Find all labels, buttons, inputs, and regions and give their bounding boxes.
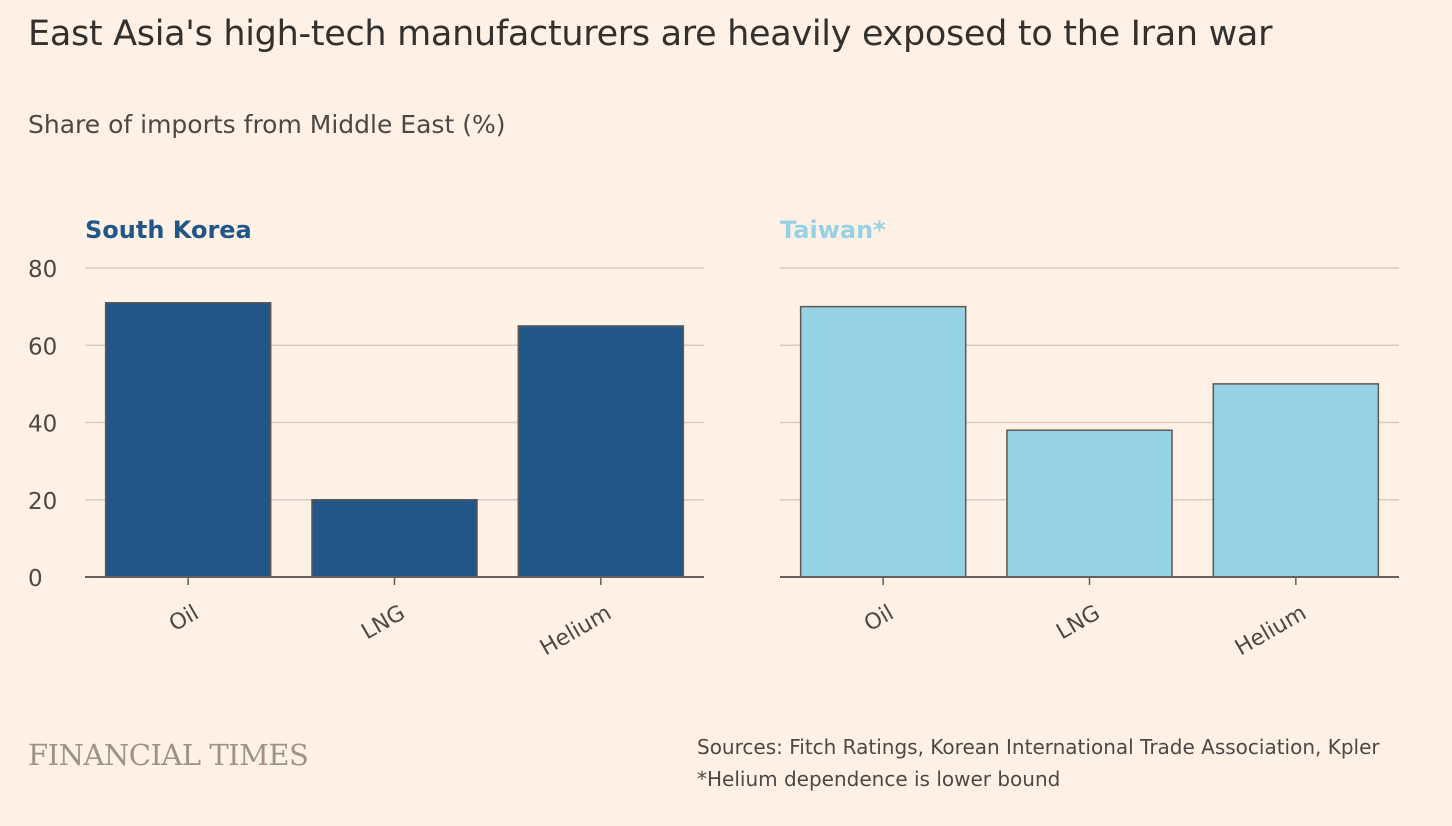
- y-tick-label: 60: [28, 334, 57, 360]
- y-tick-label: 80: [28, 257, 57, 283]
- x-tick-label: LNG: [1052, 601, 1104, 646]
- x-tick-label: Oil: [860, 601, 898, 637]
- y-tick-label: 40: [28, 412, 57, 438]
- panel-title: Taiwan*: [780, 216, 886, 244]
- ft-logo: FINANCIAL TIMES: [28, 738, 309, 772]
- bar-oil: [799, 305, 967, 578]
- panel-title: South Korea: [85, 216, 252, 244]
- x-tick-label: Helium: [1231, 601, 1311, 661]
- bar-oil: [104, 302, 272, 578]
- bar-lng: [311, 499, 478, 578]
- y-tick-label: 0: [28, 566, 43, 592]
- x-tick-label: LNG: [357, 601, 409, 646]
- chart-subtitle: Share of imports from Middle East (%): [28, 110, 506, 139]
- bar-helium: [517, 325, 685, 578]
- bar-helium: [1212, 383, 1380, 578]
- y-tick-label: 20: [28, 489, 57, 515]
- sources-note: Sources: Fitch Ratings, Korean Internati…: [697, 735, 1380, 759]
- x-tick-label: Helium: [536, 601, 616, 661]
- chart-title: East Asia's high-tech manufacturers are …: [28, 14, 1273, 54]
- bar-lng: [1006, 429, 1173, 578]
- footnote: *Helium dependence is lower bound: [697, 767, 1061, 791]
- x-tick-label: Oil: [165, 601, 203, 637]
